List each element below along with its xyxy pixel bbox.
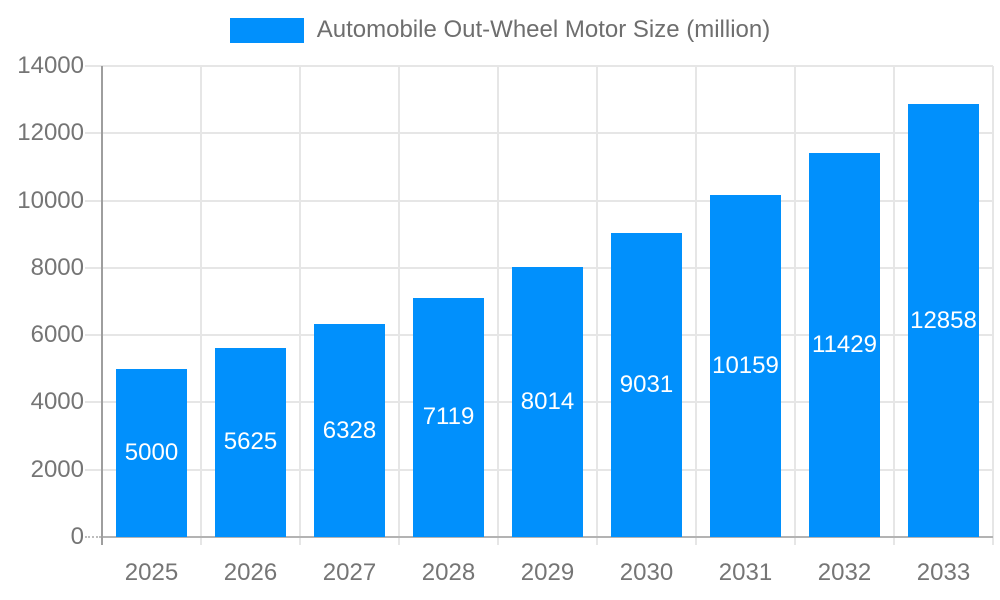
y-tick-label: 2000: [30, 455, 84, 483]
bar-column: 10159: [696, 66, 795, 537]
bar-value-label: 12858: [910, 306, 977, 334]
y-tick-label: 8000: [30, 253, 84, 281]
bar-column: 9031: [597, 66, 696, 537]
y-axis-labels: 0 2000 4000 6000 8000 10000 12000 14000: [0, 53, 84, 550]
y-tick-label: 0: [70, 523, 84, 550]
plot-area: 5000 5625 6328 7119 8014 9031 10159 11429 12858: [85, 65, 994, 545]
x-tick-label: 2027: [322, 559, 377, 586]
bar-value-label: 6328: [322, 416, 377, 444]
x-tick-label: 2033: [916, 559, 971, 586]
bar-column: 11429: [795, 66, 894, 537]
gridline-h: [85, 199, 993, 202]
gridline-v: [596, 66, 598, 545]
bar-column: 6328: [300, 66, 399, 537]
gridline-v: [794, 66, 796, 545]
bar-column: 5625: [201, 66, 300, 537]
bar-value-label: 8014: [520, 388, 575, 416]
x-tick-label: 2026: [223, 559, 278, 586]
bar[interactable]: 10159: [709, 195, 782, 537]
x-tick-label: 2032: [817, 559, 872, 586]
bar[interactable]: 9031: [610, 233, 683, 537]
bar[interactable]: 6328: [313, 324, 386, 537]
bar-column: 5000: [102, 66, 201, 537]
gridline-h: [85, 132, 993, 135]
bar[interactable]: 7119: [412, 297, 485, 537]
bar[interactable]: 11429: [808, 152, 881, 537]
y-tick-label: 10000: [17, 186, 84, 214]
bar-column: 12858: [894, 66, 993, 537]
bar-value-label: 7119: [422, 403, 475, 431]
bar[interactable]: 12858: [907, 104, 980, 537]
bar-value-label: 5000: [124, 438, 179, 466]
x-axis-labels: 2025 2026 2027 2028 2029 2030 2031 2032 2033: [102, 556, 993, 590]
bar-value-label: 10159: [712, 352, 779, 380]
x-tick-label: 2028: [421, 559, 476, 586]
gridline-v: [892, 66, 895, 545]
legend-label: Automobile Out-Wheel Motor Size (million…: [316, 16, 771, 43]
gridline-v: [199, 66, 202, 545]
legend-swatch: [229, 17, 304, 43]
y-tick-label: 4000: [30, 388, 84, 416]
bar[interactable]: 5625: [214, 347, 287, 537]
gridline-v: [496, 66, 499, 545]
gridline-v: [298, 66, 301, 545]
bars-layer: 5000 5625 6328 7119 8014 9031 10159 11429 12858: [102, 66, 993, 537]
x-axis-line: [102, 536, 993, 538]
y-tick-label: 12000: [17, 119, 84, 147]
y-tick-label: 6000: [30, 321, 84, 349]
chart-legend[interactable]: Automobile Out-Wheel Motor Size (million…: [0, 16, 1000, 44]
gridline-h: [85, 65, 993, 67]
zero-tick: [85, 536, 101, 538]
gridline-v: [992, 66, 994, 545]
gridline-v: [397, 66, 400, 545]
bar-value-label: 9031: [619, 371, 674, 399]
gridline-v: [694, 66, 697, 545]
bar-value-label: 5625: [223, 428, 278, 456]
x-tick-label: 2029: [520, 559, 575, 586]
bar-value-label: 11429: [812, 330, 877, 358]
bar-column: 7119: [399, 66, 498, 537]
bar[interactable]: 5000: [115, 368, 188, 537]
x-tick-label: 2025: [124, 559, 179, 586]
bar-column: 8014: [498, 66, 597, 537]
x-tick-label: 2030: [619, 559, 674, 586]
y-axis-line: [101, 66, 103, 545]
bar[interactable]: 8014: [511, 267, 584, 537]
y-tick-label: 14000: [17, 52, 84, 79]
x-tick-label: 2031: [718, 559, 773, 586]
